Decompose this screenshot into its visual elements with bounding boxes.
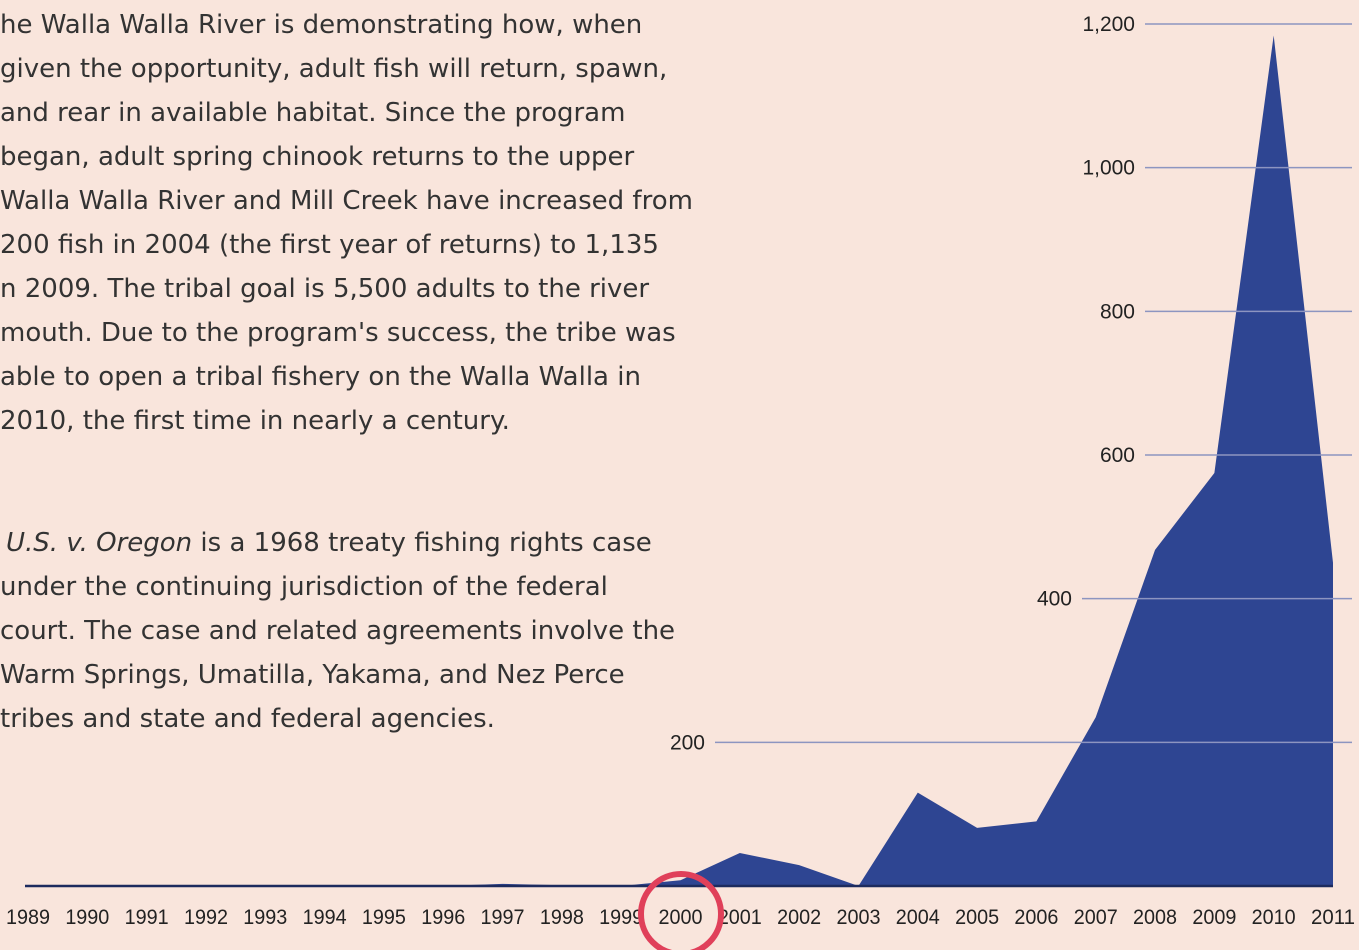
paragraph-line: n 2009. The tribal goal is 5,500 adults … xyxy=(0,274,649,304)
x-tick-label: 2009 xyxy=(1192,906,1236,929)
chart: 200 400 600 800 1,000 1,200 1989 1990 1991 1992 19… xyxy=(6,13,1355,929)
paragraph-line: Walla Walla River and Mill Creek have in… xyxy=(0,186,693,216)
note-line: under the continuing jurisdiction of the… xyxy=(0,572,608,602)
y-tick-label: 200 xyxy=(670,731,705,754)
y-tick-label: 400 xyxy=(1037,588,1072,611)
x-tick-label: 2001 xyxy=(718,906,762,929)
y-tick-label: 1,200 xyxy=(1082,13,1135,36)
body-text: he Walla Walla River is demonstrating ho… xyxy=(0,10,693,734)
x-tick-label: 2000 xyxy=(659,906,703,929)
note-line: Warm Springs, Umatilla, Yakama, and Nez … xyxy=(0,660,625,690)
paragraph-line: 200 fish in 2004 (the first year of retu… xyxy=(0,230,659,260)
x-tick-label: 2005 xyxy=(955,906,999,929)
note-rest: is a 1968 treaty fishing rights case xyxy=(192,528,652,558)
x-tick-label: 1991 xyxy=(125,906,169,929)
note-line: court. The case and related agreements i… xyxy=(0,616,675,646)
x-tick-label: 1997 xyxy=(481,906,525,929)
note-line: U.S. v. Oregon is a 1968 treaty fishing … xyxy=(6,528,652,558)
x-tick-label: 1989 xyxy=(6,906,50,929)
x-tick-label: 1992 xyxy=(184,906,228,929)
x-tick-label: 2002 xyxy=(777,906,821,929)
x-tick-label: 1998 xyxy=(540,906,584,929)
x-tick-label: 1994 xyxy=(303,906,347,929)
paragraph-line: given the opportunity, adult fish will r… xyxy=(0,54,667,84)
x-tick-label: 2010 xyxy=(1252,906,1296,929)
x-tick-label: 1999 xyxy=(599,906,643,929)
x-tick-label: 2006 xyxy=(1014,906,1058,929)
paragraph-line: he Walla Walla River is demonstrating ho… xyxy=(0,10,642,40)
x-tick-label: 1995 xyxy=(362,906,406,929)
paragraph-line: and rear in available habitat. Since the… xyxy=(0,98,625,128)
paragraph-line: began, adult spring chinook returns to t… xyxy=(0,142,634,172)
x-tick-label: 2011 xyxy=(1311,906,1355,929)
paragraph-line: able to open a tribal fishery on the Wal… xyxy=(0,362,641,392)
x-tick-label: 2007 xyxy=(1074,906,1118,929)
x-tick-label: 1996 xyxy=(421,906,465,929)
x-tick-label: 2004 xyxy=(896,906,940,929)
paragraph-line: mouth. Due to the program's success, the… xyxy=(0,318,676,348)
y-tick-label: 600 xyxy=(1100,444,1135,467)
note-italic: U.S. v. Oregon xyxy=(6,528,192,558)
y-tick-label: 800 xyxy=(1100,300,1135,323)
area xyxy=(28,35,1333,886)
x-tick-label: 1993 xyxy=(243,906,287,929)
x-tick-label: 2008 xyxy=(1133,906,1177,929)
x-tick-label: 1990 xyxy=(65,906,109,929)
paragraph-line: 2010, the first time in nearly a century… xyxy=(0,406,510,436)
note-line: tribes and state and federal agencies. xyxy=(0,704,495,734)
highlight-circle xyxy=(638,871,724,950)
y-tick-label: 1,000 xyxy=(1082,157,1135,180)
x-tick-label: 2003 xyxy=(836,906,880,929)
